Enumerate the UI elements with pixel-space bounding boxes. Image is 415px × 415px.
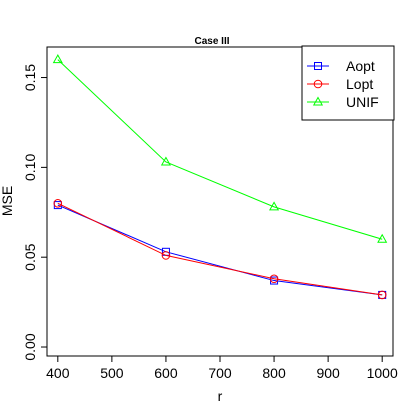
x-axis: 400 500 600 700 800 900 1000 (46, 355, 398, 381)
x-tick-label: 1000 (367, 365, 398, 381)
series-aopt (53, 201, 387, 299)
square-marker (314, 62, 322, 70)
y-axis: 0.00 0.05 0.10 0.15 (22, 64, 48, 361)
y-tick-label: 0.10 (22, 154, 38, 181)
y-tick-label: 0.05 (22, 243, 38, 270)
circle-marker (161, 251, 171, 260)
y-tick-label: 0.00 (22, 333, 38, 360)
triangle-marker (377, 233, 388, 243)
circle-marker (313, 79, 323, 89)
x-tick-label: 600 (154, 365, 178, 381)
circle-marker (377, 290, 387, 300)
series-line (57, 204, 383, 296)
triangle-marker (312, 96, 324, 106)
legend-box (301, 45, 395, 121)
circle-marker (53, 198, 63, 208)
x-tick-label: 900 (316, 365, 340, 381)
triangle-marker (269, 201, 280, 211)
triangle-marker (52, 54, 63, 64)
series-line (57, 59, 383, 240)
y-axis-label: MSE (0, 186, 15, 216)
legend-label: Aopt (346, 58, 375, 74)
series-line (57, 202, 383, 296)
legend-item-lopt: Lopt (307, 76, 373, 92)
y-tick-label: 0.15 (22, 64, 38, 91)
series-layer (52, 54, 388, 300)
x-tick-label: 700 (208, 365, 232, 381)
x-axis-label: r (218, 388, 223, 404)
x-tick-label: 800 (262, 365, 286, 381)
series-unif (52, 54, 388, 243)
legend: Aopt Lopt UNIF (301, 45, 395, 121)
legend-item-unif: UNIF (307, 94, 379, 110)
x-tick-label: 400 (46, 365, 70, 381)
x-tick-label: 500 (100, 365, 124, 381)
legend-label: UNIF (346, 94, 379, 110)
triangle-marker (160, 156, 171, 166)
legend-label: Lopt (346, 76, 373, 92)
circle-marker (269, 274, 279, 284)
legend-item-aopt: Aopt (307, 58, 375, 74)
chart-title: Case III (194, 36, 229, 47)
series-lopt (53, 198, 387, 300)
